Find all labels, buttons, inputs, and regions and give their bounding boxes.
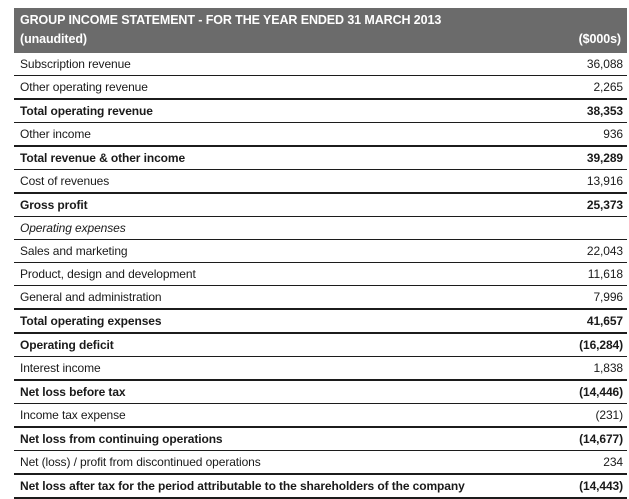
table-row: Total operating revenue 38,353 <box>14 100 627 123</box>
row-label: Total operating revenue <box>20 103 153 118</box>
row-label: Income tax expense <box>20 407 126 422</box>
table-row: Total revenue & other income 39,289 <box>14 147 627 170</box>
row-label: General and administration <box>20 289 162 304</box>
row-value: (14,443) <box>579 478 623 493</box>
table-row: Sales and marketing 22,043 <box>14 240 627 263</box>
income-statement: GROUP INCOME STATEMENT - FOR THE YEAR EN… <box>14 8 627 499</box>
table-row: Other income 936 <box>14 123 627 147</box>
table-row: Total operating expenses 41,657 <box>14 310 627 334</box>
row-label: Other income <box>20 126 91 141</box>
statement-subtitle: (unaudited) <box>20 31 87 46</box>
row-value: 36,088 <box>586 56 623 71</box>
row-value: 39,289 <box>586 150 623 165</box>
row-label: Total revenue & other income <box>20 150 186 165</box>
row-label: Other operating revenue <box>20 79 148 94</box>
row-label: Operating expenses <box>20 220 126 235</box>
row-label: Product, design and development <box>20 266 196 281</box>
row-value: 22,043 <box>586 243 623 258</box>
table-row: Subscription revenue 36,088 <box>14 53 627 76</box>
table-row: Interest income 1,838 <box>14 357 627 381</box>
statement-title: GROUP INCOME STATEMENT - FOR THE YEAR EN… <box>20 13 442 27</box>
statement-units: ($000s) <box>578 31 621 46</box>
row-label: Gross profit <box>20 197 88 212</box>
row-label: Subscription revenue <box>20 56 131 71</box>
row-value: 936 <box>603 126 623 141</box>
table-row: Cost of revenues 13,916 <box>14 170 627 194</box>
row-value: 25,373 <box>586 197 623 212</box>
row-value: 1,838 <box>593 360 623 375</box>
row-value: (231) <box>595 407 623 422</box>
row-label: Net loss from continuing operations <box>20 431 223 446</box>
row-label: Cost of revenues <box>20 173 110 188</box>
statement-rows: Subscription revenue 36,088 Other operatin… <box>14 53 627 499</box>
row-value: (14,446) <box>579 384 623 399</box>
row-label: Total operating expenses <box>20 313 162 328</box>
row-label: Net (loss) / profit from discontinued op… <box>20 454 261 469</box>
table-row: Net (loss) / profit from discontinued op… <box>14 451 627 475</box>
table-row: Net loss before tax (14,446) <box>14 381 627 404</box>
row-label: Net loss before tax <box>20 384 126 399</box>
row-label: Sales and marketing <box>20 243 128 258</box>
row-value: 38,353 <box>586 103 623 118</box>
row-label: Operating deficit <box>20 337 114 352</box>
table-row: Product, design and development 11,618 <box>14 263 627 286</box>
table-row: Gross profit 25,373 <box>14 194 627 217</box>
row-value: (14,677) <box>579 431 623 446</box>
row-value: 234 <box>603 454 623 469</box>
table-row: Income tax expense (231) <box>14 404 627 428</box>
table-row: General and administration 7,996 <box>14 286 627 310</box>
row-value: 2,265 <box>593 79 623 94</box>
row-value: 7,996 <box>593 289 623 304</box>
row-value: (16,284) <box>579 337 623 352</box>
table-row: Net loss after tax for the period attrib… <box>14 475 627 499</box>
row-value: 41,657 <box>586 313 623 328</box>
statement-subheader: (unaudited) ($000s) <box>20 30 621 49</box>
row-label: Net loss after tax for the period attrib… <box>20 478 465 493</box>
table-row: Operating deficit (16,284) <box>14 334 627 357</box>
table-row: Net loss from continuing operations (14,6… <box>14 428 627 451</box>
table-row: Other operating revenue 2,265 <box>14 76 627 100</box>
row-label: Interest income <box>20 360 101 375</box>
row-value: 13,916 <box>586 173 623 188</box>
table-row: Operating expenses <box>14 217 627 240</box>
statement-header: GROUP INCOME STATEMENT - FOR THE YEAR EN… <box>14 8 627 53</box>
row-value: 11,618 <box>587 266 623 281</box>
